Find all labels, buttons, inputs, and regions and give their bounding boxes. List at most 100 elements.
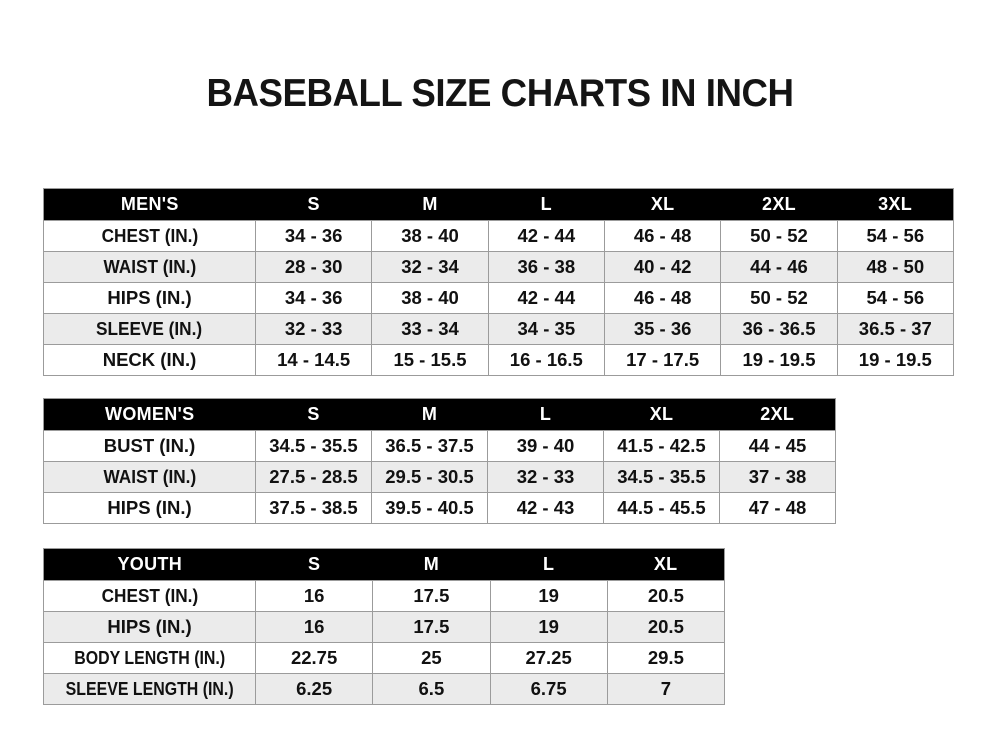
table-row: BODY LENGTH (IN.) 22.75 25 27.25 29.5 [43, 642, 726, 674]
row-label: HIPS (IN.) [43, 611, 256, 643]
table-header-row: YOUTH S M L XL [43, 548, 725, 581]
row-label: SLEEVE (IN.) [43, 313, 256, 345]
table-cell: 27.25 [489, 642, 608, 674]
table-cell: 39 - 40 [487, 430, 604, 462]
table-cell: 6.25 [254, 673, 374, 705]
youth-corner-label: YOUTH [43, 548, 256, 581]
table-cell: 29.5 - 30.5 [371, 461, 488, 493]
column-header-xl: XL [603, 398, 720, 431]
table-cell: 17.5 [372, 611, 491, 643]
mens-corner-label: MEN'S [43, 188, 256, 221]
table-cell: 39.5 - 40.5 [371, 492, 488, 524]
row-label: BODY LENGTH (IN.) [43, 642, 256, 674]
column-header-2xl: 2XL [720, 188, 838, 221]
youth-size-table: YOUTH S M L XL CHEST (IN.) 16 17.5 19 20… [43, 548, 726, 705]
table-cell: 22.75 [254, 642, 374, 674]
mens-size-table: MEN'S S M L XL 2XL 3XL CHEST (IN.) 34 - … [43, 188, 955, 376]
table-cell: 34 - 36 [254, 220, 373, 252]
row-label: CHEST (IN.) [43, 580, 256, 612]
table-cell: 32 - 34 [371, 251, 489, 283]
column-header-s: S [255, 398, 372, 431]
table-cell: 28 - 30 [254, 251, 373, 283]
table-cell: 42 - 44 [487, 220, 605, 252]
row-label: CHEST (IN.) [43, 220, 256, 252]
table-cell: 35 - 36 [603, 313, 722, 345]
table-cell: 42 - 44 [487, 282, 605, 314]
table-row: WAIST (IN.) 28 - 30 32 - 34 36 - 38 40 -… [43, 251, 955, 283]
table-cell: 41.5 - 42.5 [603, 430, 720, 462]
table-cell: 32 - 33 [487, 461, 604, 493]
table-cell: 54 - 56 [836, 282, 955, 314]
row-label: BUST (IN.) [43, 430, 256, 462]
table-cell: 20.5 [606, 611, 726, 643]
table-cell: 40 - 42 [603, 251, 722, 283]
column-header-3xl: 3XL [837, 188, 954, 221]
table-cell: 19 [489, 611, 608, 643]
table-cell: 16 - 16.5 [487, 344, 605, 376]
table-cell: 36 - 38 [487, 251, 605, 283]
table-cell: 47 - 48 [719, 492, 836, 524]
table-row: WAIST (IN.) 27.5 - 28.5 29.5 - 30.5 32 -… [43, 461, 836, 493]
column-header-m: M [372, 548, 490, 581]
table-row: SLEEVE LENGTH (IN.) 6.25 6.5 6.75 7 [43, 673, 726, 705]
table-cell: 17.5 [372, 580, 491, 612]
table-cell: 16 [254, 611, 374, 643]
table-cell: 37.5 - 38.5 [255, 492, 372, 524]
table-cell: 37 - 38 [719, 461, 836, 493]
column-header-s: S [255, 548, 373, 581]
table-cell: 42 - 43 [487, 492, 604, 524]
table-cell: 33 - 34 [371, 313, 489, 345]
table-header-row: MEN'S S M L XL 2XL 3XL [43, 188, 954, 221]
row-label: WAIST (IN.) [43, 251, 256, 283]
row-label: NECK (IN.) [43, 344, 256, 376]
table-row: NECK (IN.) 14 - 14.5 15 - 15.5 16 - 16.5… [43, 344, 955, 376]
table-row: HIPS (IN.) 37.5 - 38.5 39.5 - 40.5 42 - … [43, 492, 836, 524]
table-cell: 19 [489, 580, 608, 612]
table-cell: 36.5 - 37 [836, 313, 955, 345]
table-cell: 20.5 [606, 580, 726, 612]
table-cell: 36 - 36.5 [720, 313, 838, 345]
table-cell: 44.5 - 45.5 [603, 492, 720, 524]
row-label: SLEEVE LENGTH (IN.) [43, 673, 256, 705]
table-cell: 34 - 36 [254, 282, 373, 314]
column-header-m: M [371, 188, 489, 221]
table-cell: 46 - 48 [603, 282, 722, 314]
page-title: BASEBALL SIZE CHARTS IN INCH [206, 72, 794, 115]
womens-size-table: WOMEN'S S M L XL 2XL BUST (IN.) 34.5 - 3… [43, 398, 836, 524]
table-cell: 34 - 35 [487, 313, 605, 345]
table-cell: 50 - 52 [720, 220, 838, 252]
table-cell: 7 [606, 673, 726, 705]
table-cell: 44 - 45 [719, 430, 836, 462]
table-cell: 29.5 [606, 642, 726, 674]
table-cell: 17 - 17.5 [603, 344, 722, 376]
womens-corner-label: WOMEN'S [43, 398, 256, 431]
table-cell: 54 - 56 [836, 220, 955, 252]
table-cell: 6.5 [372, 673, 491, 705]
table-cell: 16 [254, 580, 374, 612]
table-cell: 44 - 46 [720, 251, 838, 283]
table-row: HIPS (IN.) 16 17.5 19 20.5 [43, 611, 726, 643]
row-label: HIPS (IN.) [43, 492, 256, 524]
table-header-row: WOMEN'S S M L XL 2XL [43, 398, 836, 431]
table-row: SLEEVE (IN.) 32 - 33 33 - 34 34 - 35 35 … [43, 313, 955, 345]
row-label: WAIST (IN.) [43, 461, 256, 493]
table-cell: 38 - 40 [371, 282, 489, 314]
column-header-xl: XL [607, 548, 725, 581]
column-header-m: M [371, 398, 488, 431]
table-cell: 19 - 19.5 [836, 344, 955, 376]
table-cell: 34.5 - 35.5 [603, 461, 720, 493]
table-cell: 50 - 52 [720, 282, 838, 314]
table-cell: 36.5 - 37.5 [371, 430, 488, 462]
table-row: CHEST (IN.) 16 17.5 19 20.5 [43, 580, 726, 612]
table-row: BUST (IN.) 34.5 - 35.5 36.5 - 37.5 39 - … [43, 430, 836, 462]
column-header-l: L [487, 398, 604, 431]
table-cell: 14 - 14.5 [254, 344, 373, 376]
table-cell: 15 - 15.5 [371, 344, 489, 376]
table-cell: 38 - 40 [371, 220, 489, 252]
table-cell: 34.5 - 35.5 [255, 430, 372, 462]
table-cell: 19 - 19.5 [720, 344, 838, 376]
column-header-l: L [488, 188, 605, 221]
column-header-xl: XL [604, 188, 721, 221]
table-cell: 27.5 - 28.5 [255, 461, 372, 493]
